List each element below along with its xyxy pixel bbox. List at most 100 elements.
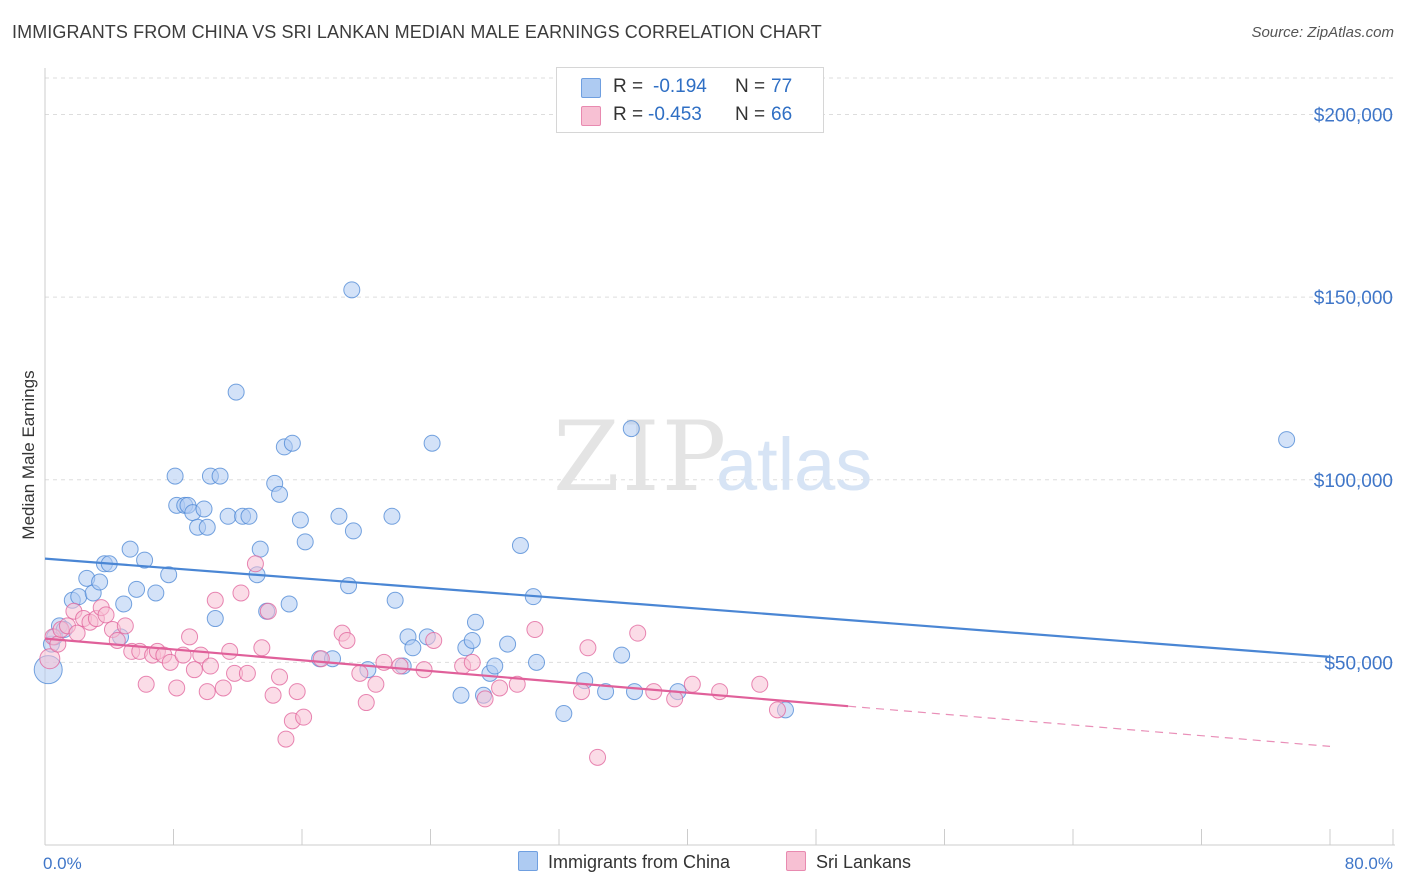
point-china <box>625 683 643 701</box>
point-china <box>227 383 245 401</box>
y-tick-label: $100,000 <box>1314 471 1393 492</box>
trend-lines <box>44 557 1331 747</box>
point-china <box>291 511 309 529</box>
point-srilanka <box>181 628 199 646</box>
point-srilanka <box>589 748 607 766</box>
point-srilanka <box>367 675 385 693</box>
point-china <box>386 591 404 609</box>
watermark: ZIP atlas <box>553 401 872 513</box>
point-china <box>330 507 348 525</box>
point-srilanka <box>751 675 769 693</box>
point-srilanka <box>768 701 786 719</box>
point-srilanka <box>246 555 264 573</box>
watermark-zip: ZIP <box>553 401 728 513</box>
y-tick-label: $150,000 <box>1314 288 1393 309</box>
bottom-legend-swatch-srilanka <box>786 851 806 871</box>
y-tick-label: $50,000 <box>1324 653 1393 674</box>
point-china <box>555 705 573 723</box>
point-china <box>166 467 184 485</box>
source-label: Source: ZipAtlas.com <box>1251 24 1394 41</box>
point-china <box>486 657 504 675</box>
point-china <box>128 580 146 598</box>
legend-r-value-srilanka: -0.453 <box>648 104 702 125</box>
point-china <box>198 518 216 536</box>
trend-line-srilanka-extrapolated <box>848 705 1331 747</box>
legend-row-china: R = -0.194 N = 77 <box>557 73 823 101</box>
point-srilanka <box>508 675 526 693</box>
point-srilanka <box>338 631 356 649</box>
point-china <box>511 537 529 555</box>
point-srilanka <box>168 679 186 697</box>
bottom-legend-china: Immigrants from China <box>518 851 730 873</box>
point-china <box>115 595 133 613</box>
point-srilanka <box>357 694 375 712</box>
point-srilanka <box>491 679 509 697</box>
point-srilanka <box>295 708 313 726</box>
point-srilanka <box>201 657 219 675</box>
point-china <box>211 467 229 485</box>
point-china <box>219 507 237 525</box>
point-srilanka <box>572 683 590 701</box>
y-axis-label: Median Male Earnings <box>19 370 38 539</box>
point-china <box>271 485 289 503</box>
point-china <box>147 584 165 602</box>
point-china <box>1278 431 1296 449</box>
point-china <box>463 631 481 649</box>
point-china <box>251 540 269 558</box>
point-china <box>622 420 640 438</box>
point-china <box>70 588 88 606</box>
point-srilanka <box>629 624 647 642</box>
point-china <box>206 610 224 628</box>
point-srilanka <box>666 690 684 708</box>
point-srilanka <box>683 675 701 693</box>
point-china <box>280 595 298 613</box>
point-china <box>404 639 422 657</box>
bottom-legend-label-srilanka: Sri Lankans <box>816 852 912 872</box>
point-china <box>613 646 631 664</box>
point-srilanka <box>711 683 729 701</box>
bottom-legend-swatch-china <box>518 851 538 871</box>
point-china <box>160 566 178 584</box>
point-srilanka <box>264 686 282 704</box>
axes <box>44 68 1395 846</box>
point-china <box>452 686 470 704</box>
point-srilanka <box>391 657 409 675</box>
point-srilanka <box>238 664 256 682</box>
bottom-legend-srilanka: Sri Lankans <box>786 851 911 873</box>
point-china <box>340 577 358 595</box>
legend-r-value-china: -0.194 <box>653 76 707 97</box>
chart-title: IMMIGRANTS FROM CHINA VS SRI LANKAN MEDI… <box>12 22 822 42</box>
point-srilanka <box>476 690 494 708</box>
legend-swatch-srilanka <box>581 106 601 126</box>
bottom-legend-label-china: Immigrants from China <box>548 852 731 872</box>
data-points <box>33 281 1296 766</box>
x-tick-label: 0.0% <box>43 854 82 873</box>
point-srilanka <box>214 679 232 697</box>
point-srilanka <box>351 664 369 682</box>
point-china <box>466 613 484 631</box>
point-srilanka <box>206 591 224 609</box>
point-china <box>121 540 139 558</box>
point-srilanka <box>645 683 663 701</box>
point-china <box>296 533 314 551</box>
point-china <box>597 683 615 701</box>
point-srilanka <box>425 631 443 649</box>
trend-line-srilanka <box>44 637 849 708</box>
point-srilanka <box>221 642 239 660</box>
point-srilanka <box>259 602 277 620</box>
point-srilanka <box>277 730 295 748</box>
ticks: $50,000 $100,000 $150,000 $200,000 0.0% 80.0% <box>43 106 1393 873</box>
point-srilanka <box>185 661 203 679</box>
point-china <box>423 434 441 452</box>
point-china <box>499 635 517 653</box>
legend-r-label: R = <box>613 76 644 97</box>
legend-n-value-srilanka: 66 <box>771 104 793 125</box>
point-srilanka <box>97 606 115 624</box>
point-china <box>383 507 401 525</box>
point-srilanka <box>526 621 544 639</box>
point-srilanka <box>579 639 597 657</box>
point-srilanka <box>137 675 155 693</box>
point-srilanka <box>271 668 289 686</box>
trend-line-china <box>44 557 1331 658</box>
